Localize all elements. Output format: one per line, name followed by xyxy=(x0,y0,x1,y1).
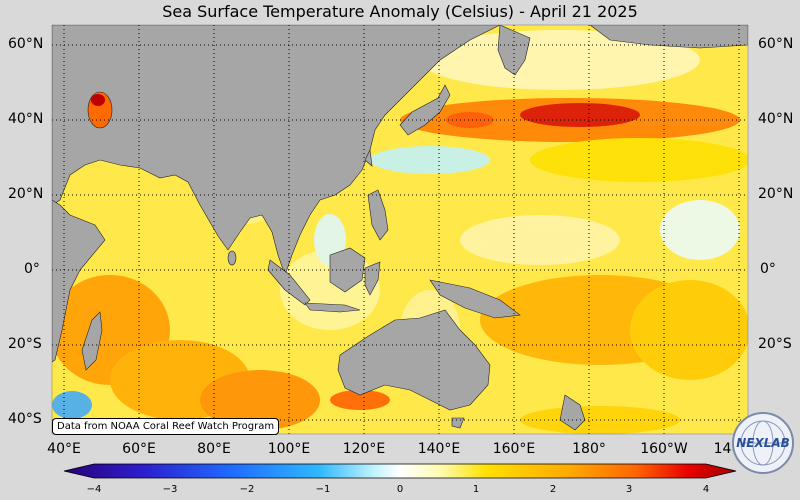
land-ne-coast xyxy=(589,25,748,49)
land-borneo xyxy=(329,247,366,293)
data-source-credit: Data from NOAA Coral Reef Watch Program xyxy=(52,418,280,435)
land-eurasia xyxy=(52,25,501,276)
lon-label-140e: 140°E xyxy=(417,441,461,457)
lon-label-120e: 120°E xyxy=(342,441,386,457)
colorbar-tick-2: 2 xyxy=(549,484,557,495)
lon-label-80e: 80°E xyxy=(197,441,231,457)
logo-text: NEXLAB xyxy=(736,436,790,450)
colorbar xyxy=(63,463,737,479)
lat-label-40n-right: 40°N xyxy=(758,111,794,127)
lat-label-60n-left: 60°N xyxy=(8,36,44,52)
colorbar-tick-minus4: −4 xyxy=(86,484,102,495)
colorbar-tick-minus2: −2 xyxy=(239,484,255,495)
land-sri-lanka xyxy=(227,250,237,266)
colorbar-bar xyxy=(63,463,737,479)
map-title: Sea Surface Temperature Anomaly (Celsius… xyxy=(162,2,638,21)
lat-label-20s-right: 20°S xyxy=(758,336,792,352)
land-philippines xyxy=(367,189,389,241)
land-masses xyxy=(52,25,748,431)
lat-label-0-left: 0° xyxy=(24,261,40,277)
land-australia xyxy=(337,309,491,411)
lat-label-60n-right: 60°N xyxy=(758,36,794,52)
globe-logo-icon[interactable]: NEXLAB xyxy=(730,410,796,476)
land-new-zealand xyxy=(559,394,586,431)
lon-label-160w: 160°W xyxy=(640,441,688,457)
lat-label-0-right: 0° xyxy=(760,261,776,277)
colorbar-tick-minus3: −3 xyxy=(162,484,178,495)
colorbar-tick-3: 3 xyxy=(625,484,633,495)
land-taiwan xyxy=(364,148,373,167)
colorbar-tick-1: 1 xyxy=(472,484,480,495)
lat-label-40s-left: 40°S xyxy=(8,411,42,427)
lon-label-180: 180° xyxy=(572,441,606,457)
lon-label-60e: 60°E xyxy=(122,441,156,457)
lat-label-20s-left: 20°S xyxy=(8,336,42,352)
land-madagascar xyxy=(81,311,103,371)
lat-label-20n-left: 20°N xyxy=(8,186,44,202)
land-new-guinea xyxy=(429,279,521,319)
colorbar-tick-0: 0 xyxy=(396,484,404,495)
lon-label-100e: 100°E xyxy=(267,441,311,457)
lat-label-40n-left: 40°N xyxy=(8,111,44,127)
lon-label-40e: 40°E xyxy=(47,441,81,457)
colorbar-tick-minus1: −1 xyxy=(315,484,331,495)
land-java xyxy=(304,302,361,313)
land-japan xyxy=(399,84,451,136)
lat-label-20n-right: 20°N xyxy=(758,186,794,202)
map-frame xyxy=(51,24,749,435)
lon-label-160e: 160°E xyxy=(492,441,536,457)
colorbar-tick-4: 4 xyxy=(702,484,710,495)
